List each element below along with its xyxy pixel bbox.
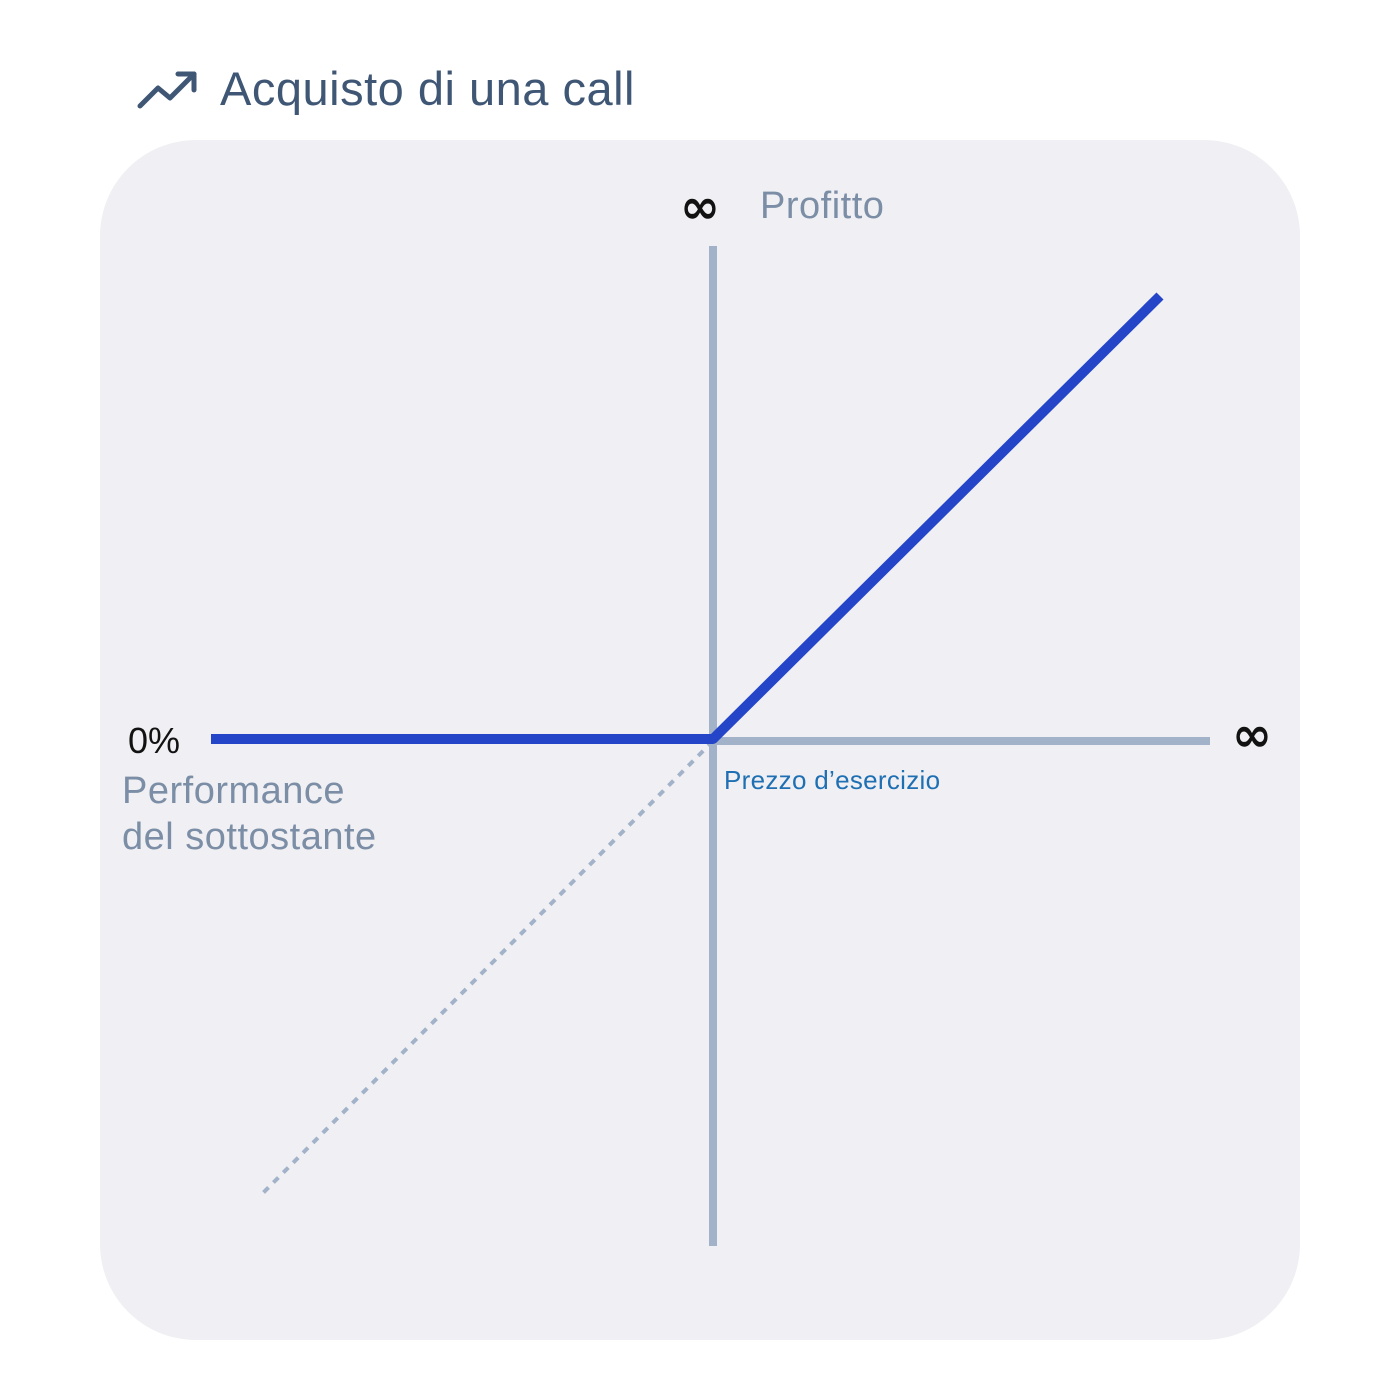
page-title: Acquisto di una call: [220, 61, 635, 115]
x-axis-label: Performance del sottostante: [122, 768, 377, 860]
trending-up-icon: [137, 71, 197, 109]
payoff-rising-segment: [709, 292, 1164, 743]
y-axis-infinity-symbol: ∞: [680, 179, 720, 235]
strike-price-label: Prezzo d’esercizio: [724, 765, 941, 795]
x-axis-label-line2: del sottostante: [122, 816, 377, 858]
origin-label: 0%: [128, 720, 181, 761]
strike-joint: [708, 734, 718, 744]
header: Acquisto di una call: [136, 56, 635, 120]
y-axis-label: Profitto: [760, 185, 885, 227]
underlying-dotted-line: [258, 739, 715, 1198]
x-axis-label-line1: Performance: [122, 770, 346, 812]
x-axis-infinity-symbol: ∞: [1232, 707, 1272, 763]
